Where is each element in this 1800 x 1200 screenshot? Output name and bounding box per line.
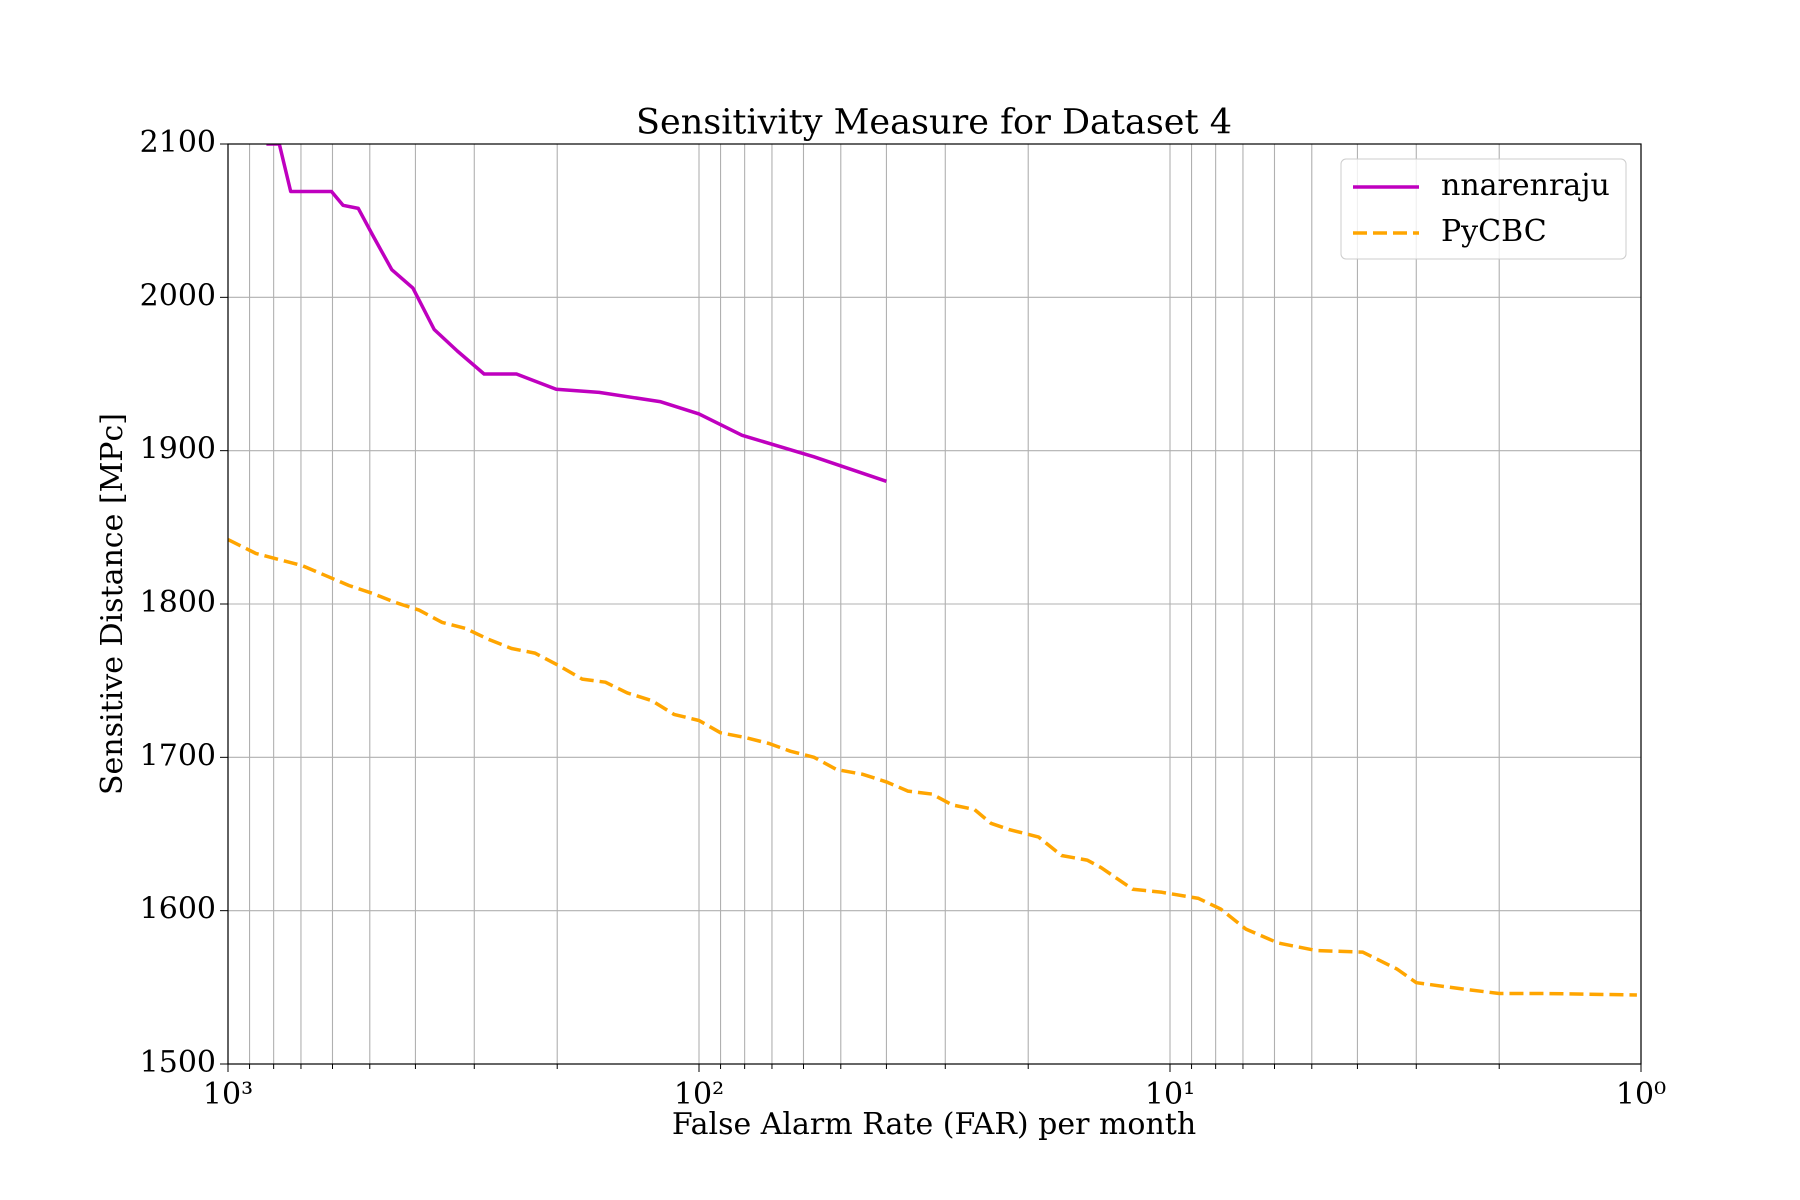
plot-area (228, 144, 1637, 997)
legend-label: nnarenraju (1441, 168, 1610, 203)
legend-box (1340, 158, 1627, 260)
y-tick-label: 1700 (140, 738, 216, 773)
x-tick-label: 10⁰ (1616, 1077, 1666, 1112)
y-tick-label: 1600 (140, 892, 216, 927)
ticks: 10³ 10² 10¹ 10⁰ 1500 1600 1700 1800 1900 2000 2100 (140, 125, 1666, 1112)
series-line (266, 144, 887, 483)
legend-label: PyCBC (1441, 214, 1547, 249)
legend: nnarenraju PyCBC (1340, 158, 1627, 260)
x-axis-label: False Alarm Rate (FAR) per month (672, 1107, 1196, 1142)
y-tick-label: 1800 (140, 585, 216, 620)
y-axis-label: Sensitive Distance [MPc] (95, 413, 130, 795)
y-tick-label: 2000 (140, 278, 216, 313)
y-tick-label: 1500 (140, 1045, 216, 1080)
x-tick-label: 10¹ (1145, 1077, 1195, 1112)
y-tick-label: 1900 (140, 432, 216, 467)
series-line (228, 538, 1637, 997)
x-tick-label: 10³ (203, 1077, 253, 1112)
y-tick-label: 2100 (140, 125, 216, 160)
chart-title: Sensitivity Measure for Dataset 4 (636, 103, 1232, 143)
x-tick-label: 10² (674, 1077, 724, 1112)
